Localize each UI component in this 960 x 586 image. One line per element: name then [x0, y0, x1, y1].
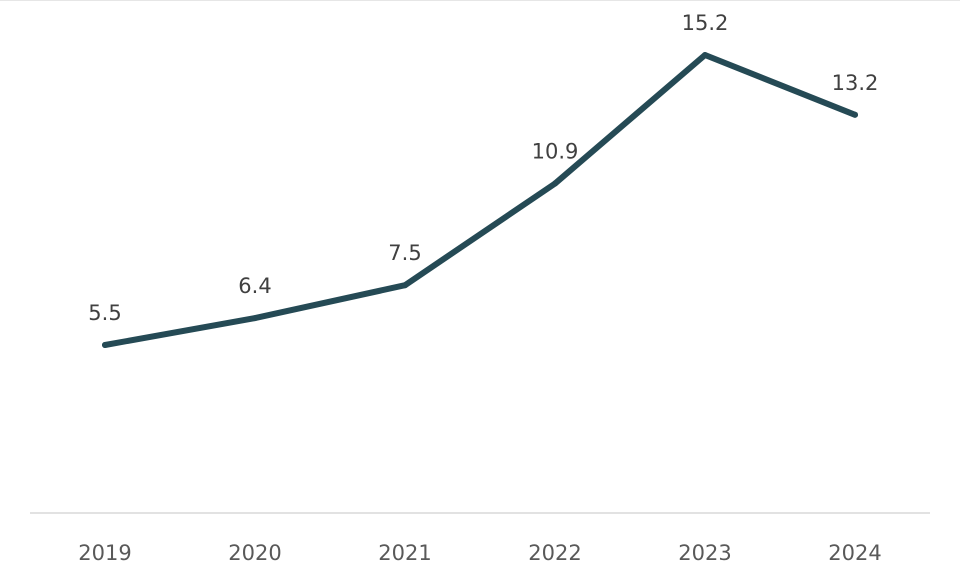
data-labels: 5.5 6.4 7.5 10.9 15.2 13.2 — [88, 11, 878, 325]
data-point-2022 — [552, 180, 558, 187]
data-label-2022: 10.9 — [532, 140, 579, 164]
series-line — [102, 52, 858, 348]
x-tick-label-2020: 2020 — [228, 541, 281, 565]
x-tick-label-2021: 2021 — [378, 541, 431, 565]
x-axis-ticks: 2019 2020 2021 2022 2023 2024 — [78, 541, 881, 565]
data-point-2020 — [252, 315, 258, 322]
x-tick-label-2019: 2019 — [78, 541, 131, 565]
data-point-2021 — [402, 282, 408, 289]
data-label-2023: 15.2 — [682, 11, 729, 35]
data-point-2024 — [852, 111, 858, 118]
data-label-2019: 5.5 — [88, 301, 121, 325]
x-tick-label-2023: 2023 — [678, 541, 731, 565]
x-tick-label-2022: 2022 — [528, 541, 581, 565]
data-label-2021: 7.5 — [388, 241, 421, 265]
data-point-2023 — [702, 52, 708, 58]
data-label-2020: 6.4 — [238, 274, 271, 298]
data-point-2019 — [102, 342, 108, 348]
data-label-2024: 13.2 — [832, 71, 879, 95]
x-tick-label-2024: 2024 — [828, 541, 881, 565]
series-line-group — [102, 52, 858, 348]
